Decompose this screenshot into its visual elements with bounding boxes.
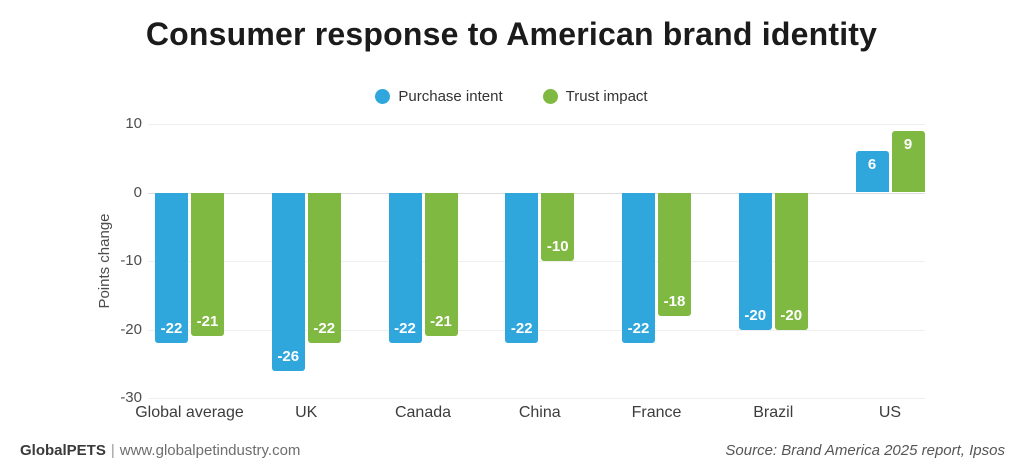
legend-item-purchase-intent: Purchase intent <box>375 88 503 105</box>
brand-name: GlobalPETS <box>20 442 106 459</box>
bar-trust-impact-china <box>541 192 575 261</box>
legend-item-trust-impact: Trust impact <box>542 88 648 105</box>
bar-trust-impact-canada <box>424 192 458 337</box>
legend-marker-trust-impact-icon <box>542 89 558 104</box>
bar-value-label: -22 <box>394 320 416 338</box>
bar-trust-impact-uk <box>307 192 341 344</box>
legend: Purchase intent Trust impact <box>0 88 1023 105</box>
bar-purchase-intent-china <box>505 192 539 344</box>
bar-value-label: 9 <box>903 135 913 153</box>
bar-trust-impact-global-average <box>191 192 224 337</box>
x-category-label-china: China <box>518 404 561 421</box>
bar-value-label: -20 <box>780 306 803 324</box>
x-category-label-us: US <box>878 404 902 421</box>
y-tick-label--10: -10 <box>120 252 142 269</box>
x-category-label-global-average: Global average <box>135 404 244 421</box>
bar-purchase-intent-france <box>622 192 655 344</box>
footer-separator: | <box>110 442 115 459</box>
bar-trust-impact-brazil <box>774 192 808 330</box>
bar-purchase-intent-uk <box>271 192 305 371</box>
bar-purchase-intent-us <box>855 151 889 193</box>
bar-purchase-intent-brazil <box>738 192 772 330</box>
footer-branding: GlobalPETS | www.globalpetindustry.com <box>20 442 300 459</box>
bar-value-label: 6 <box>867 156 877 174</box>
bar-value-label: -22 <box>313 320 336 338</box>
legend-marker-purchase-intent-icon <box>375 89 391 104</box>
bar-value-label: -22 <box>510 320 533 338</box>
gridline-y-10 <box>148 124 925 125</box>
bar-trust-impact-france <box>658 192 691 316</box>
bar-value-label: -21 <box>196 313 219 331</box>
y-tick-label--30: -30 <box>120 389 142 406</box>
bar-value-label: -26 <box>277 347 300 365</box>
bar-purchase-intent-canada <box>388 192 422 344</box>
bar-trust-impact-us <box>891 130 925 193</box>
y-tick-label-10: 10 <box>125 115 142 132</box>
legend-label-purchase-intent: Purchase intent <box>398 88 503 105</box>
source-attribution: Source: Brand America 2025 report, Ipsos <box>725 442 1005 459</box>
bar-value-label: -18 <box>663 292 686 310</box>
y-axis-label: Points change <box>96 213 113 309</box>
bar-value-label: -21 <box>430 313 452 331</box>
bar-value-label: -10 <box>546 238 569 255</box>
bar-value-label: -22 <box>160 320 183 338</box>
y-tick-label-0: 0 <box>133 183 142 201</box>
x-category-label-canada: Canada <box>394 404 452 421</box>
brand-website: www.globalpetindustry.com <box>119 442 301 459</box>
chart-title: Consumer response to American brand iden… <box>145 16 878 52</box>
x-category-label-france: France <box>631 404 682 421</box>
bar-purchase-intent-global-average <box>155 192 188 344</box>
gridline-y--30 <box>148 398 925 399</box>
legend-label-trust-impact: Trust impact <box>565 88 648 105</box>
x-category-label-brazil: Brazil <box>753 404 794 421</box>
bar-value-label: -20 <box>744 306 767 324</box>
x-category-label-uk: UK <box>295 404 318 421</box>
y-tick-label--20: -20 <box>120 320 142 338</box>
bar-value-label: -22 <box>627 320 650 338</box>
